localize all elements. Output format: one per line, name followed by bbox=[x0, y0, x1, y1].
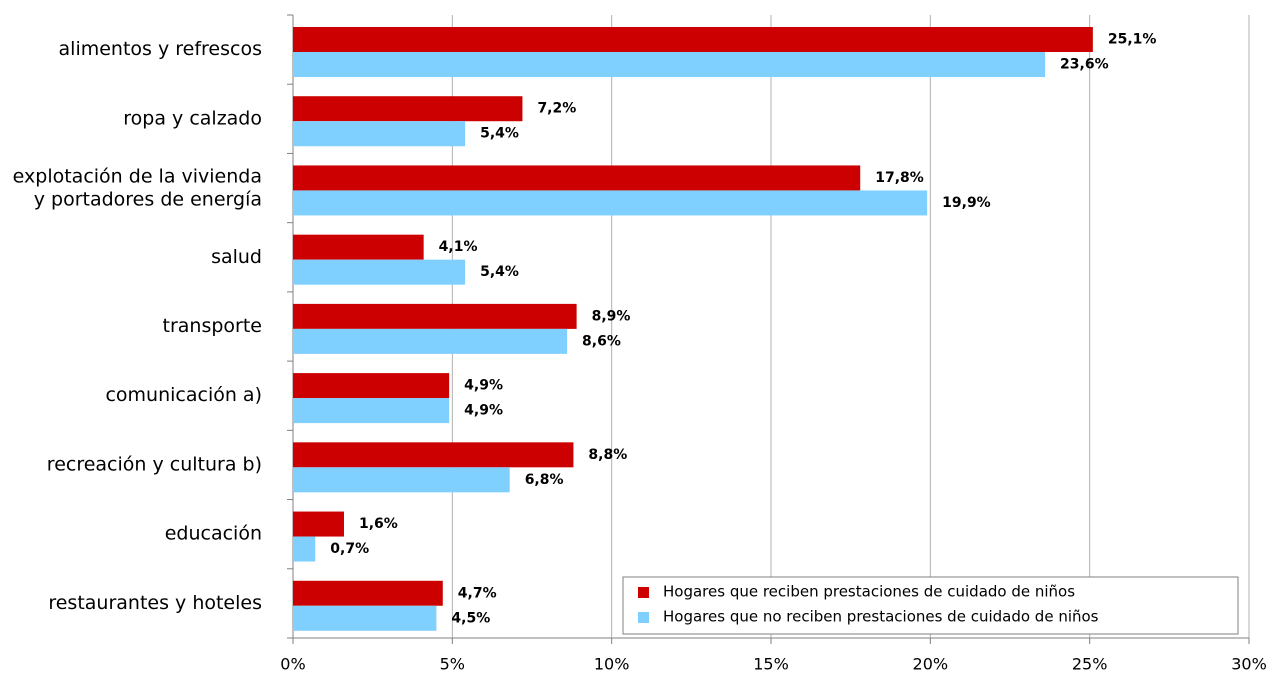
bar bbox=[293, 398, 450, 424]
value-label: 5,4% bbox=[480, 264, 519, 280]
bar bbox=[293, 52, 1046, 77]
bar bbox=[293, 303, 577, 329]
y-tick-label: salud bbox=[211, 246, 262, 268]
bar bbox=[293, 165, 861, 191]
value-label: 4,5% bbox=[451, 610, 490, 626]
value-label: 4,9% bbox=[464, 378, 503, 394]
y-tick-label: restaurantes y hoteles bbox=[48, 592, 262, 614]
value-label: 4,7% bbox=[458, 585, 497, 601]
y-tick-label: explotación de la vivienda y portadores d… bbox=[13, 165, 262, 210]
value-label: 4,9% bbox=[464, 403, 503, 419]
value-label: 4,1% bbox=[439, 239, 478, 255]
legend-swatch bbox=[638, 587, 649, 598]
bar bbox=[293, 27, 1093, 52]
bar bbox=[293, 467, 510, 493]
bar bbox=[293, 511, 344, 537]
x-tick-label: 30% bbox=[1231, 655, 1267, 674]
bar bbox=[293, 373, 450, 399]
x-tick-label: 5% bbox=[440, 655, 465, 674]
value-label: 5,4% bbox=[480, 126, 519, 142]
value-label: 25,1% bbox=[1108, 32, 1157, 48]
value-label: 1,6% bbox=[359, 516, 398, 532]
x-tick-label: 0% bbox=[280, 655, 305, 674]
bar bbox=[293, 96, 523, 122]
bar bbox=[293, 442, 574, 468]
y-tick-label: comunicación a) bbox=[105, 384, 262, 406]
bar bbox=[293, 580, 443, 606]
bar bbox=[293, 121, 466, 147]
bar bbox=[293, 605, 437, 631]
x-tick-label: 25% bbox=[1072, 655, 1108, 674]
bar bbox=[293, 328, 568, 354]
y-tick-label: ropa y calzado bbox=[123, 107, 262, 129]
legend-box bbox=[622, 576, 1239, 635]
bar bbox=[293, 536, 316, 562]
x-tick-label: 10% bbox=[594, 655, 630, 674]
y-tick-label: educación bbox=[165, 523, 262, 545]
value-label: 8,8% bbox=[588, 447, 627, 463]
value-label: 0,7% bbox=[330, 541, 369, 557]
bar bbox=[293, 190, 928, 216]
y-tick-label: transporte bbox=[163, 315, 262, 337]
value-label: 19,9% bbox=[942, 195, 991, 211]
legend-label: Hogares que reciben prestaciones de cuid… bbox=[663, 583, 1075, 601]
value-label: 17,8% bbox=[875, 170, 924, 186]
value-label: 8,6% bbox=[582, 333, 621, 349]
y-tick-label: alimentos y refrescos bbox=[59, 38, 262, 60]
legend-swatch bbox=[638, 612, 649, 623]
legend-label: Hogares que no reciben prestaciones de c… bbox=[663, 608, 1099, 626]
value-label: 23,6% bbox=[1060, 57, 1109, 73]
value-label: 6,8% bbox=[525, 472, 564, 488]
bar bbox=[293, 259, 466, 285]
y-tick-label: recreación y cultura b) bbox=[47, 453, 262, 475]
value-label: 7,2% bbox=[537, 101, 576, 117]
x-tick-label: 15% bbox=[753, 655, 789, 674]
value-label: 8,9% bbox=[592, 308, 631, 324]
x-tick-label: 20% bbox=[913, 655, 949, 674]
bar bbox=[293, 234, 424, 260]
